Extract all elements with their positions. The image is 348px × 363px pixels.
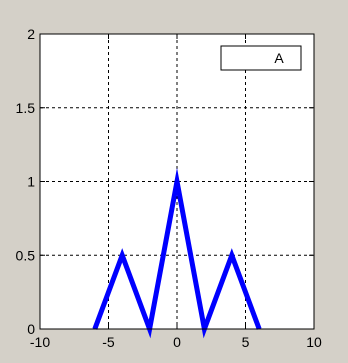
legend-box — [220, 45, 302, 71]
x-tick-label: -5 — [102, 334, 115, 350]
x-tick-label: 0 — [173, 334, 181, 350]
x-tick-label: 10 — [306, 334, 322, 350]
series-line — [92, 167, 262, 339]
legend-label: A — [274, 50, 284, 66]
y-tick-label: 1.5 — [16, 100, 36, 116]
x-tick-labels: -10 -5 0 5 10 — [30, 334, 322, 350]
axes-box — [39, 33, 315, 330]
x-tick-label: 5 — [242, 334, 250, 350]
x-tick-label: -10 — [30, 334, 50, 350]
series — [92, 167, 262, 339]
y-tick-label: 2 — [27, 26, 35, 42]
y-tick-label: 0.5 — [16, 247, 36, 263]
grid — [40, 34, 314, 329]
y-tick-label: 1 — [27, 174, 35, 190]
y-tick-labels: 0 0.5 1 1.5 2 — [16, 26, 36, 337]
legend[interactable]: A — [220, 45, 302, 71]
y-tick-label: 0 — [27, 321, 35, 337]
